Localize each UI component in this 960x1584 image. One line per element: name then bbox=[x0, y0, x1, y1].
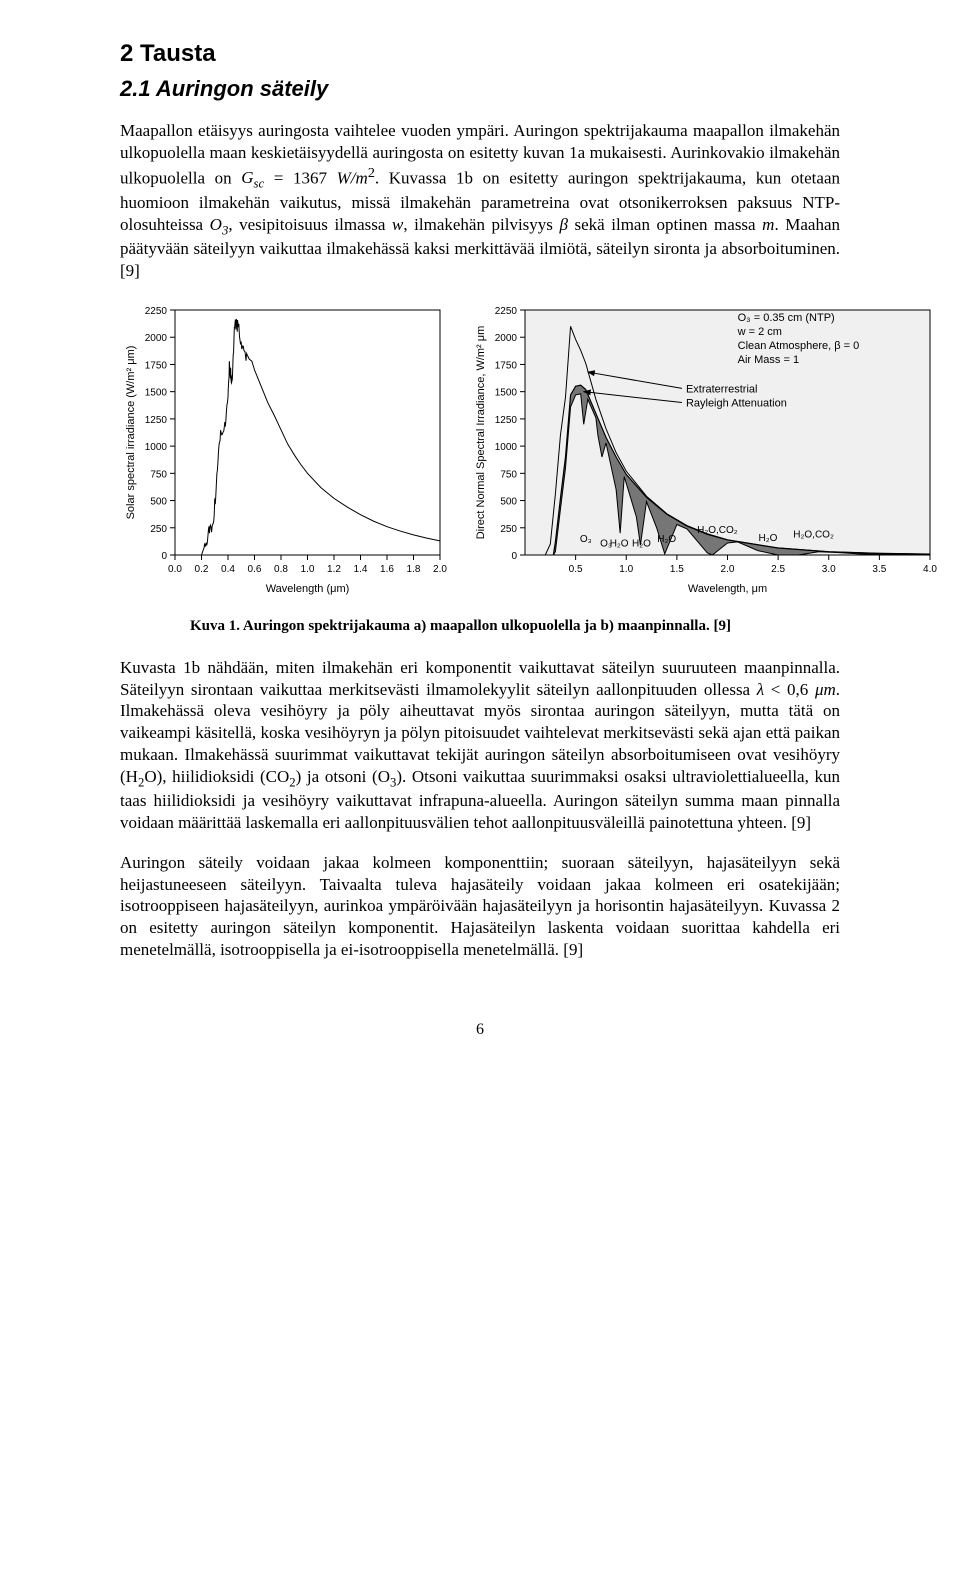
svg-text:2000: 2000 bbox=[145, 333, 168, 344]
svg-text:1250: 1250 bbox=[145, 415, 168, 426]
subsection-heading: 2.1 Auringon säteily bbox=[120, 76, 840, 102]
svg-text:0: 0 bbox=[161, 551, 167, 562]
chart-a: 0.0 0.2 0.4 0.6 0.8 1.0 1.2 1.4 1.6 1.8 2.0 0 250 500… bbox=[120, 300, 450, 600]
svg-text:Extraterrestrial: Extraterrestrial bbox=[686, 383, 758, 395]
svg-text:3.0: 3.0 bbox=[822, 564, 836, 575]
svg-text:H₂O: H₂O bbox=[632, 538, 651, 549]
svg-text:Wavelength, μm: Wavelength, μm bbox=[688, 583, 767, 595]
svg-text:1500: 1500 bbox=[495, 387, 518, 398]
svg-text:0.6: 0.6 bbox=[248, 564, 262, 575]
svg-text:Rayleigh Attenuation: Rayleigh Attenuation bbox=[686, 397, 787, 409]
svg-text:1000: 1000 bbox=[145, 442, 168, 453]
svg-text:0.0: 0.0 bbox=[168, 564, 182, 575]
svg-text:2.5: 2.5 bbox=[771, 564, 785, 575]
svg-text:1.5: 1.5 bbox=[670, 564, 684, 575]
svg-text:1.4: 1.4 bbox=[354, 564, 368, 575]
svg-text:1.6: 1.6 bbox=[380, 564, 394, 575]
svg-text:0.4: 0.4 bbox=[221, 564, 235, 575]
svg-text:0.8: 0.8 bbox=[274, 564, 288, 575]
svg-text:Solar spectral irradiance (W/m: Solar spectral irradiance (W/m² μm) bbox=[125, 345, 137, 519]
svg-text:1.0: 1.0 bbox=[301, 564, 315, 575]
svg-text:Wavelength (μm): Wavelength (μm) bbox=[266, 583, 350, 595]
section-heading: 2 Tausta bbox=[120, 40, 840, 68]
svg-text:1500: 1500 bbox=[145, 387, 168, 398]
svg-text:Clean Atmosphere, β = 0: Clean Atmosphere, β = 0 bbox=[738, 340, 860, 352]
svg-text:1.0: 1.0 bbox=[619, 564, 633, 575]
svg-text:2.0: 2.0 bbox=[433, 564, 447, 575]
svg-text:O₃: O₃ bbox=[580, 534, 592, 545]
svg-text:H₂O,CO₂: H₂O,CO₂ bbox=[697, 525, 738, 536]
svg-text:750: 750 bbox=[150, 469, 167, 480]
chart-b: 0.5 1.0 1.5 2.0 2.5 3.0 3.5 4.0 0 250 500 750 1000 12… bbox=[470, 300, 940, 600]
svg-text:1750: 1750 bbox=[145, 360, 168, 371]
paragraph-1: Maapallon etäisyys auringosta vaihtelee … bbox=[120, 120, 840, 282]
svg-text:1.8: 1.8 bbox=[407, 564, 421, 575]
svg-text:1000: 1000 bbox=[495, 442, 518, 453]
svg-text:4.0: 4.0 bbox=[923, 564, 937, 575]
paragraph-2: Kuvasta 1b nähdään, miten ilmakehän eri … bbox=[120, 657, 840, 834]
svg-text:H₂O: H₂O bbox=[657, 534, 676, 545]
svg-text:1.2: 1.2 bbox=[327, 564, 341, 575]
svg-text:3.5: 3.5 bbox=[872, 564, 886, 575]
svg-text:Air Mass = 1: Air Mass = 1 bbox=[738, 354, 799, 366]
figure-caption: Kuva 1. Auringon spektrijakauma a) maapa… bbox=[190, 618, 840, 635]
svg-text:H₂O: H₂O bbox=[759, 533, 778, 544]
svg-text:2000: 2000 bbox=[495, 333, 518, 344]
svg-text:250: 250 bbox=[150, 524, 167, 535]
figure-1: 0.0 0.2 0.4 0.6 0.8 1.0 1.2 1.4 1.6 1.8 2.0 0 250 500… bbox=[120, 300, 840, 600]
paragraph-3: Auringon säteily voidaan jakaa kolmeen k… bbox=[120, 852, 840, 961]
svg-text:H₂O: H₂O bbox=[610, 538, 629, 549]
svg-text:500: 500 bbox=[150, 496, 167, 507]
svg-text:0.5: 0.5 bbox=[569, 564, 583, 575]
svg-text:0.2: 0.2 bbox=[195, 564, 209, 575]
page-number: 6 bbox=[120, 1021, 840, 1039]
svg-text:500: 500 bbox=[500, 496, 517, 507]
svg-text:2250: 2250 bbox=[145, 306, 168, 317]
svg-text:2.0: 2.0 bbox=[721, 564, 735, 575]
svg-text:250: 250 bbox=[500, 524, 517, 535]
svg-text:1250: 1250 bbox=[495, 415, 518, 426]
svg-text:w = 2 cm: w = 2 cm bbox=[737, 326, 782, 338]
svg-text:750: 750 bbox=[500, 469, 517, 480]
svg-text:2250: 2250 bbox=[495, 306, 518, 317]
svg-text:O₃ = 0.35 cm (NTP): O₃ = 0.35 cm (NTP) bbox=[738, 312, 835, 324]
svg-text:0: 0 bbox=[511, 551, 517, 562]
svg-text:1750: 1750 bbox=[495, 360, 518, 371]
svg-text:Direct Normal Spectral Irradia: Direct Normal Spectral Irradiance, W/m² … bbox=[475, 326, 487, 540]
svg-text:H₂O,CO₂: H₂O,CO₂ bbox=[793, 529, 834, 540]
